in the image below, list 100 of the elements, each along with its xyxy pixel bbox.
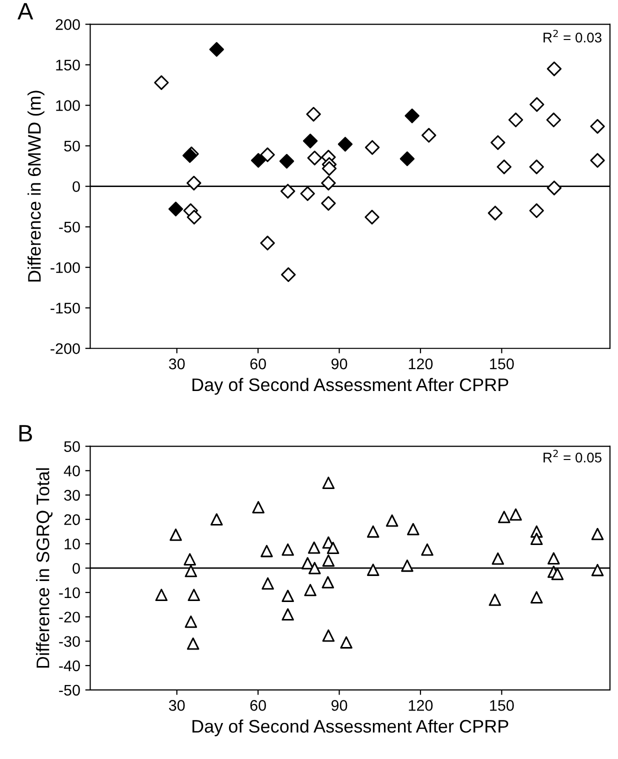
point: [530, 591, 543, 604]
point: [304, 584, 316, 596]
point: [590, 119, 605, 134]
point: [529, 203, 544, 218]
x-tick-label: 60: [250, 358, 266, 370]
point: [301, 557, 314, 570]
point: [184, 616, 198, 628]
point: [209, 42, 224, 57]
y-tick-label: 0: [72, 181, 80, 192]
y-tick-label: -40: [59, 660, 80, 672]
point: [529, 160, 544, 174]
y-tick-label: -100: [50, 262, 80, 274]
x-tick-label: 30: [168, 358, 185, 370]
point: [279, 154, 294, 169]
y-tick-label: -30: [59, 636, 80, 647]
point: [510, 508, 522, 521]
y-axis-title: Difference in SGRQ Total: [36, 468, 53, 668]
point: [407, 522, 420, 536]
y-tick-label: 20: [64, 514, 80, 526]
point: [184, 553, 196, 566]
y-tick-label: 0: [72, 562, 80, 574]
point: [490, 135, 506, 150]
point: [250, 153, 266, 168]
point: [308, 562, 321, 574]
point: [186, 637, 200, 650]
point: [546, 112, 562, 128]
point: [307, 150, 322, 166]
point: [551, 568, 564, 580]
annotation: R$^{2}$ = 0.05: [544, 450, 602, 462]
point: [280, 184, 296, 199]
chart-title: A: [18, 3, 34, 20]
point: [366, 564, 380, 576]
x-axis-title: Day of Second Assessment After CPRP: [192, 378, 508, 395]
point: [591, 528, 604, 540]
y-tick-label: 100: [56, 100, 80, 111]
point: [282, 590, 294, 602]
point: [548, 552, 560, 565]
point: [321, 176, 336, 190]
point: [170, 528, 182, 541]
point: [488, 206, 503, 220]
y-tick-label: -50: [59, 222, 80, 233]
point: [496, 160, 512, 174]
y-tick-label: -10: [59, 587, 80, 598]
point: [322, 629, 335, 642]
annotation: R$^{2}$ = 0.03: [544, 30, 602, 42]
point: [404, 108, 420, 124]
x-tick-label: 60: [250, 700, 266, 711]
point: [282, 608, 294, 621]
point: [340, 636, 352, 649]
x-tick-label: 30: [168, 700, 185, 711]
point: [186, 210, 202, 224]
point: [421, 543, 434, 556]
point: [210, 513, 223, 526]
point: [364, 210, 380, 224]
y-tick-label: 10: [64, 538, 80, 550]
x-tick-label: 120: [408, 700, 433, 711]
y-tick-label: 50: [64, 140, 80, 152]
x-tick-label: 150: [490, 700, 514, 711]
point: [322, 554, 335, 567]
y-tick-label: -20: [59, 612, 80, 623]
y-tick-label: 200: [56, 19, 80, 30]
point: [508, 112, 524, 128]
point: [591, 564, 604, 576]
y-tick-label: -150: [50, 302, 80, 314]
point: [530, 97, 544, 112]
point: [322, 161, 337, 176]
point: [260, 236, 275, 250]
point: [188, 588, 200, 602]
point: [302, 134, 318, 148]
point: [492, 552, 504, 565]
point: [306, 106, 321, 122]
point: [498, 510, 510, 524]
point: [252, 501, 264, 514]
y-axis-title: Difference in 6MWD (m): [28, 90, 44, 282]
point: [168, 202, 184, 216]
point: [260, 544, 273, 558]
point: [184, 564, 198, 578]
chart-title: B: [19, 425, 32, 442]
y-tick-label: -200: [50, 343, 80, 354]
point: [366, 525, 380, 538]
point: [546, 62, 562, 76]
x-axis-title: Day of Second Assessment After CPRP: [192, 719, 508, 736]
point: [308, 542, 320, 554]
y-tick-label: 50: [64, 441, 80, 452]
y-tick-label: 40: [64, 466, 80, 476]
x-tick-label: 90: [331, 358, 348, 370]
point: [321, 196, 336, 211]
point: [262, 577, 274, 590]
point: [322, 576, 334, 588]
point: [401, 560, 414, 572]
point: [400, 151, 415, 166]
point: [338, 136, 353, 152]
point: [488, 594, 502, 606]
point: [281, 267, 296, 282]
y-tick-label: 30: [64, 490, 80, 501]
x-tick-label: 150: [490, 358, 514, 370]
point: [422, 128, 436, 143]
y-tick-label: 150: [56, 60, 80, 70]
point: [386, 514, 398, 527]
x-tick-label: 120: [408, 358, 433, 370]
